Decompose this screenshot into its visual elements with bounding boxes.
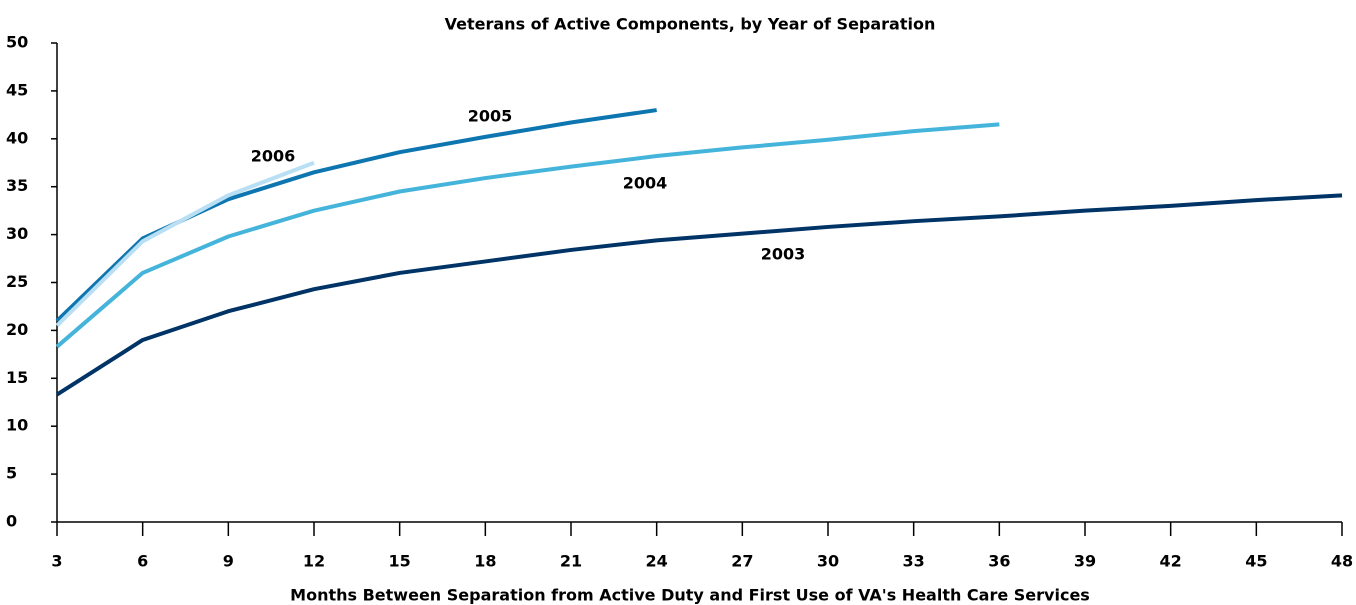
y-tick-label: 35: [6, 176, 28, 195]
x-tick-label: 3: [51, 552, 62, 571]
y-tick-label: 45: [6, 80, 28, 99]
x-tick-label: 24: [646, 552, 668, 571]
x-tick-label: 12: [303, 552, 325, 571]
y-tick-label: 25: [6, 272, 28, 291]
x-tick-label: 9: [223, 552, 234, 571]
chart-title: Veterans of Active Components, by Year o…: [445, 15, 936, 34]
x-tick-label: 33: [903, 552, 925, 571]
series-line: [55, 108, 657, 323]
y-tick-label: 30: [6, 224, 28, 243]
y-tick-label: 20: [6, 320, 28, 339]
y-tick-label: 15: [6, 368, 28, 387]
x-tick-label: 45: [1245, 552, 1267, 571]
series-line: [55, 122, 1000, 349]
x-tick-label: 48: [1331, 552, 1353, 571]
y-tick-label: 50: [6, 33, 28, 52]
x-tick-label: 36: [988, 552, 1010, 571]
x-tick-label: 21: [560, 552, 582, 571]
x-tick-label: 42: [1160, 552, 1182, 571]
x-tick-label: 27: [731, 552, 753, 571]
x-tick-label: 30: [817, 552, 839, 571]
series-label: 2005: [468, 107, 513, 126]
x-tick-label: 15: [389, 552, 411, 571]
y-tick-label: 40: [6, 128, 28, 147]
series-line: [55, 193, 1343, 397]
x-tick-label: 18: [474, 552, 496, 571]
y-tick-label: 0: [6, 512, 17, 531]
x-axis-label: Months Between Separation from Active Du…: [290, 586, 1090, 605]
x-tick-label: 39: [1074, 552, 1096, 571]
series-line: [55, 160, 315, 328]
series-label: 2003: [761, 245, 806, 264]
series-label: 2004: [623, 174, 668, 193]
x-tick-label: 6: [137, 552, 148, 571]
y-tick-label: 5: [6, 464, 17, 483]
y-tick-label: 10: [6, 416, 28, 435]
series-label: 2006: [251, 147, 296, 166]
